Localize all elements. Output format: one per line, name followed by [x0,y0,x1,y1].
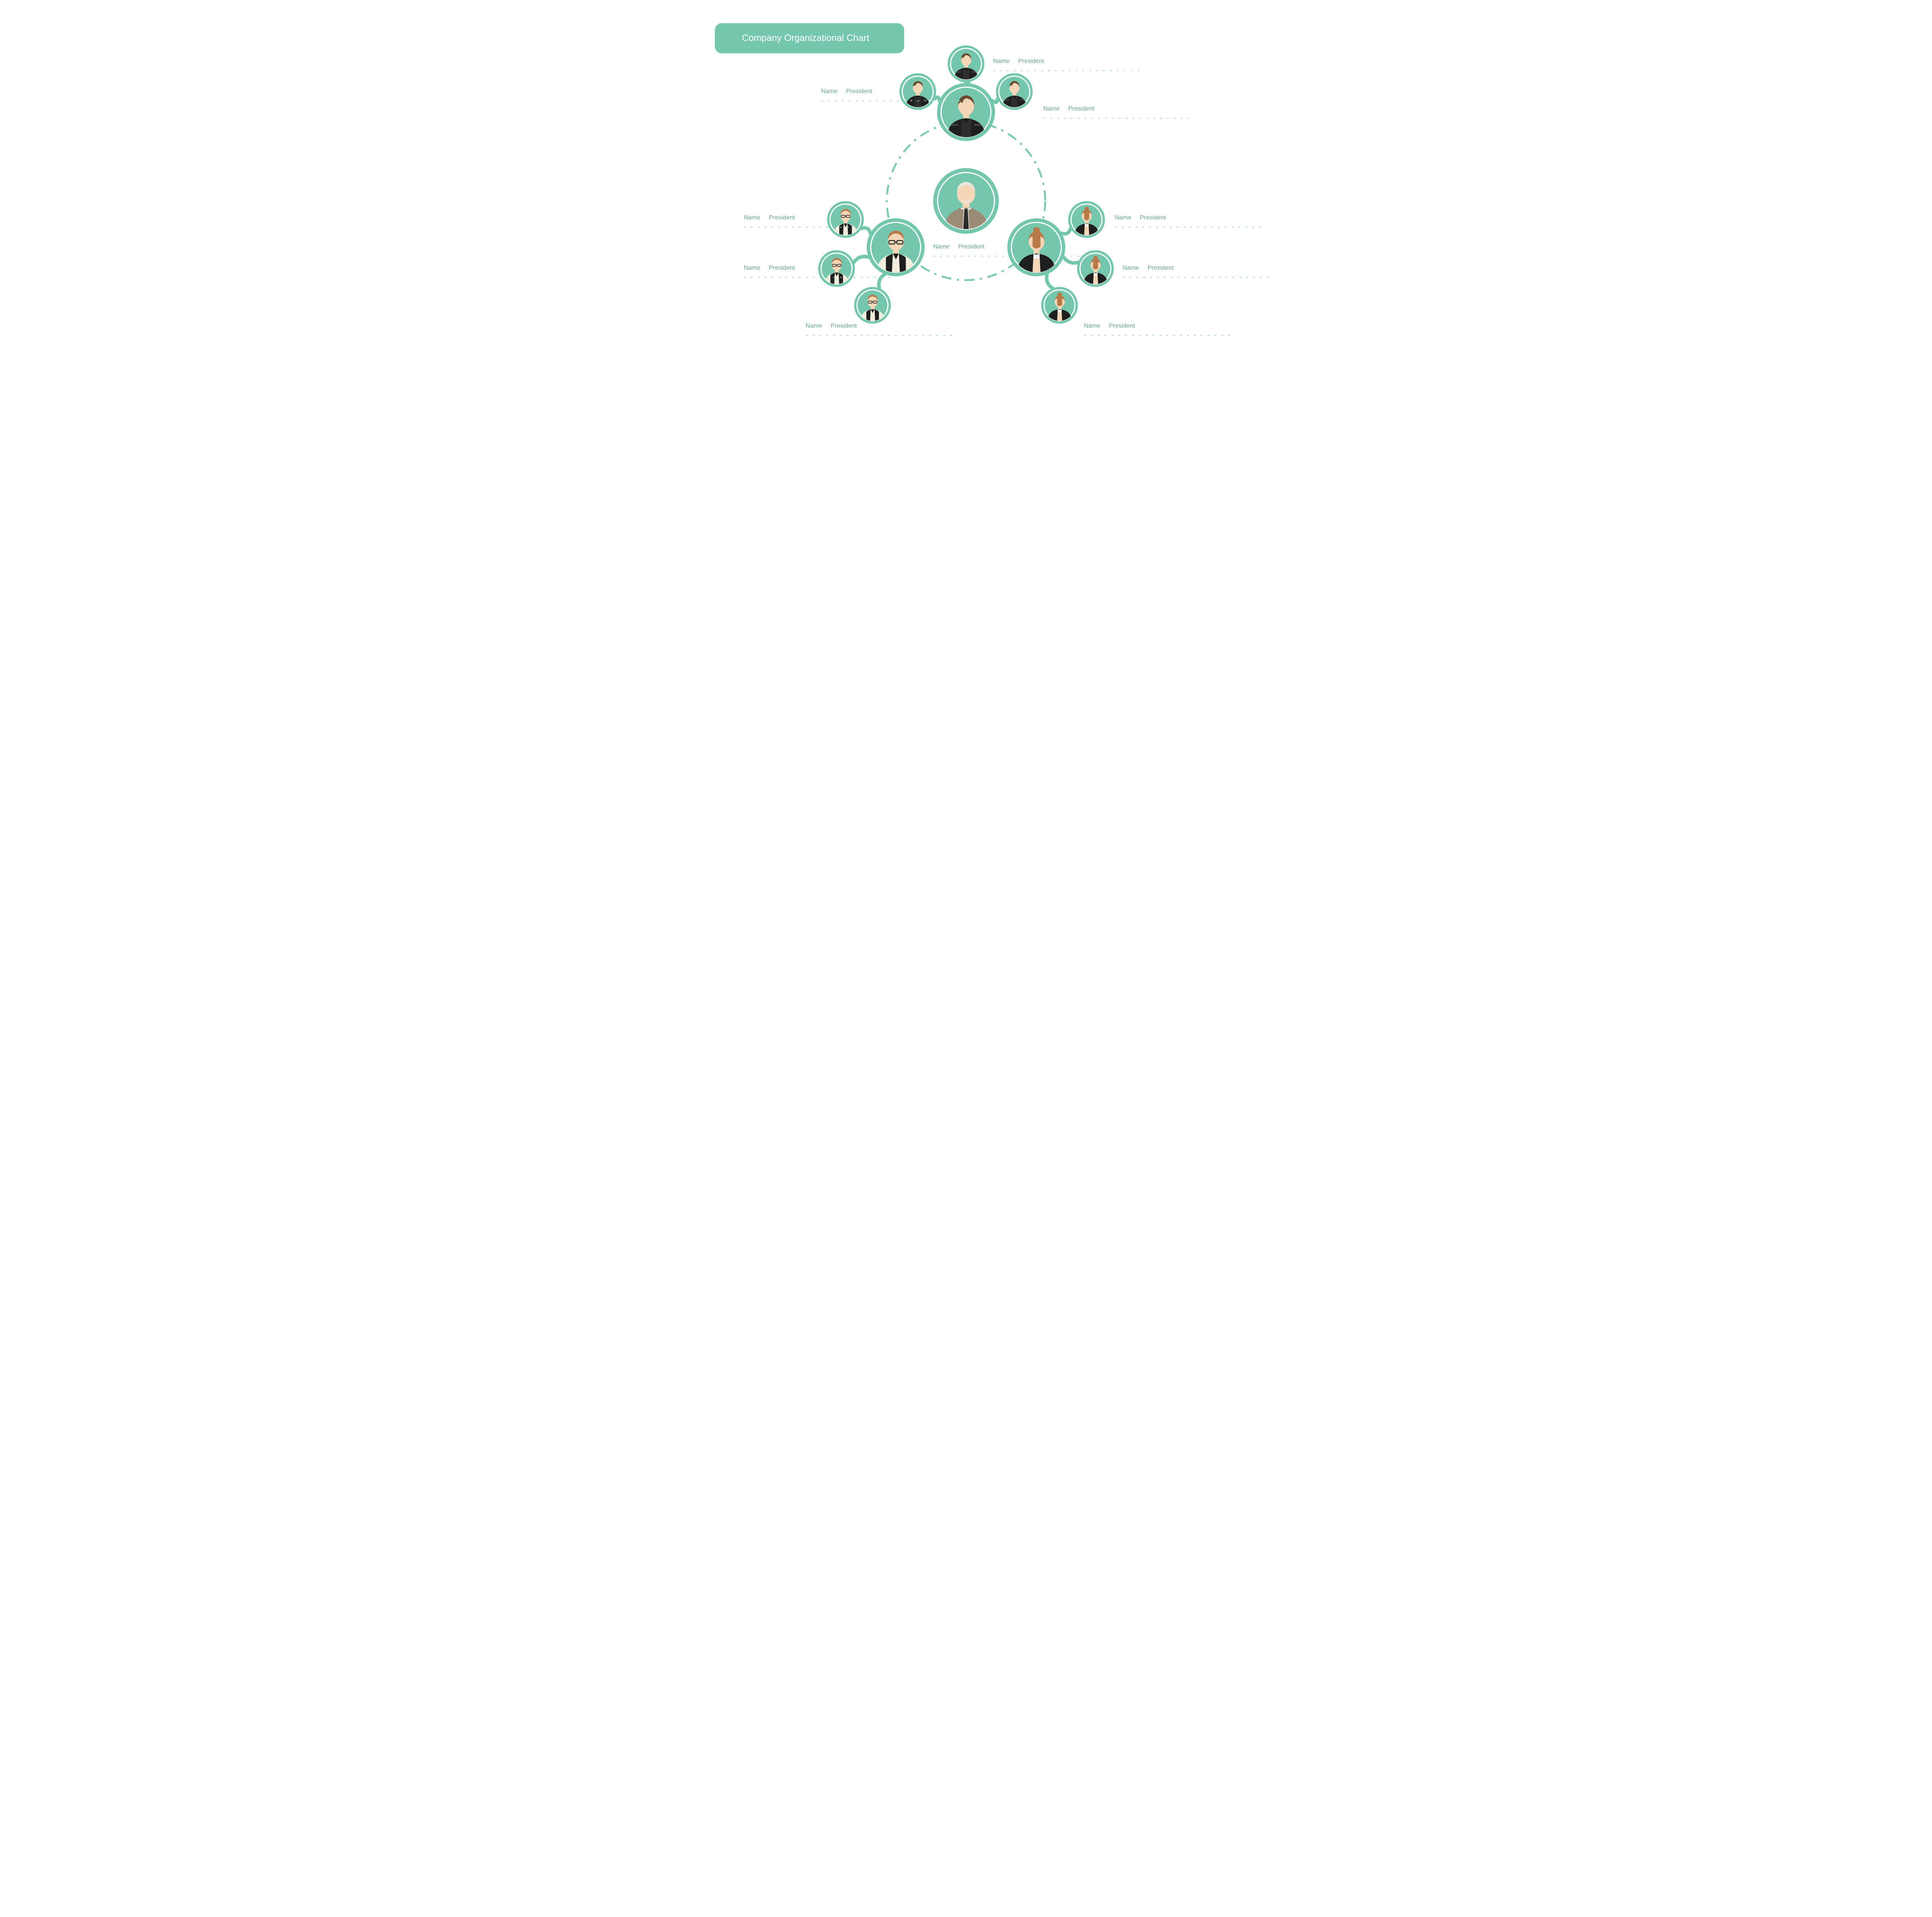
label-top-c3-name: Name [1043,105,1060,112]
label-left-c3-underline: - - - - - - - - - - - - - - - - - - - - … [806,332,954,339]
node-right-c1-avatar [1068,201,1105,238]
node-left-c3-avatar [854,287,891,324]
label-right-c3-name: Name [1084,323,1100,330]
node-right-c2-avatar [1077,250,1114,287]
label-right-c2: Name President - - - - - - - - - - - - - -… [1122,265,1270,281]
org-chart-canvas: Company Organizational Chart Name Preside… [715,0,1217,356]
label-top-c1: Name President - - - - - - - - - - - - - -… [821,88,969,104]
label-right-c3: Name President - - - - - - - - - - - - - -… [1084,323,1232,339]
node-top-c2 [948,46,985,82]
label-top-c2-name: Name [993,58,1010,65]
label-center-title: President [958,243,985,250]
node-center [933,168,999,234]
node-right-c3 [1041,287,1078,324]
label-top-c1-underline: - - - - - - - - - - - - - - - - - - - - … [821,97,969,104]
node-top-c3-avatar [996,73,1033,110]
label-left-c3-name: Name [806,323,822,330]
label-left-c1-name: Name [744,214,760,221]
label-left-c2-name: Name [744,265,760,272]
label-left-c1: Name President - - - - - - - - - - - - - -… [744,214,892,231]
node-mgr-right-avatar [1007,218,1065,276]
node-center-avatar [933,168,999,234]
label-top-c1-name: Name [821,88,838,95]
label-right-c2-name: Name [1122,265,1139,272]
label-right-c3-underline: - - - - - - - - - - - - - - - - - - - - … [1084,332,1232,339]
label-right-c1-name: Name [1115,214,1131,221]
label-top-c3-underline: - - - - - - - - - - - - - - - - - - - - … [1043,115,1191,122]
label-left-c2: Name President - - - - - - - - - - - - - -… [744,265,892,281]
chart-title-text: Company Organizational Chart [742,33,869,44]
label-left-c3: Name President - - - - - - - - - - - - - -… [806,323,954,339]
label-left-c2-underline: - - - - - - - - - - - - - - - - - - - - … [744,274,892,281]
label-right-c1-underline: - - - - - - - - - - - - - - - - - - - - … [1115,224,1263,231]
label-right-c3-title: President [1109,323,1135,330]
label-right-c1: Name President - - - - - - - - - - - - - -… [1115,214,1263,231]
label-right-c2-underline: - - - - - - - - - - - - - - - - - - - - … [1122,274,1270,281]
label-right-c2-title: President [1148,265,1174,272]
label-top-c3: Name President - - - - - - - - - - - - - -… [1043,105,1191,122]
label-left-c1-title: President [769,214,795,221]
node-right-c2 [1077,250,1114,287]
label-top-c3-title: President [1068,105,1095,112]
label-left-c1-underline: - - - - - - - - - - - - - - - - - - - - … [744,224,892,231]
label-top-c2-title: President [1018,58,1044,65]
label-center-name: Name [933,243,950,250]
label-left-c2-title: President [769,265,795,272]
node-top-c2-avatar [948,46,985,82]
node-mgr-right [1007,218,1065,276]
label-top-c2: NamePresident- - - - - - - - - - - - - -… [993,58,1141,74]
label-right-c1-title: President [1140,214,1166,221]
node-right-c1 [1068,201,1105,238]
node-right-c3-avatar [1041,287,1078,324]
label-top-c1-title: President [846,88,872,95]
node-top-c3 [996,73,1033,110]
chart-title-badge: Company Organizational Chart [715,23,904,53]
label-left-c3-title: President [831,323,857,330]
node-left-c3 [854,287,891,324]
